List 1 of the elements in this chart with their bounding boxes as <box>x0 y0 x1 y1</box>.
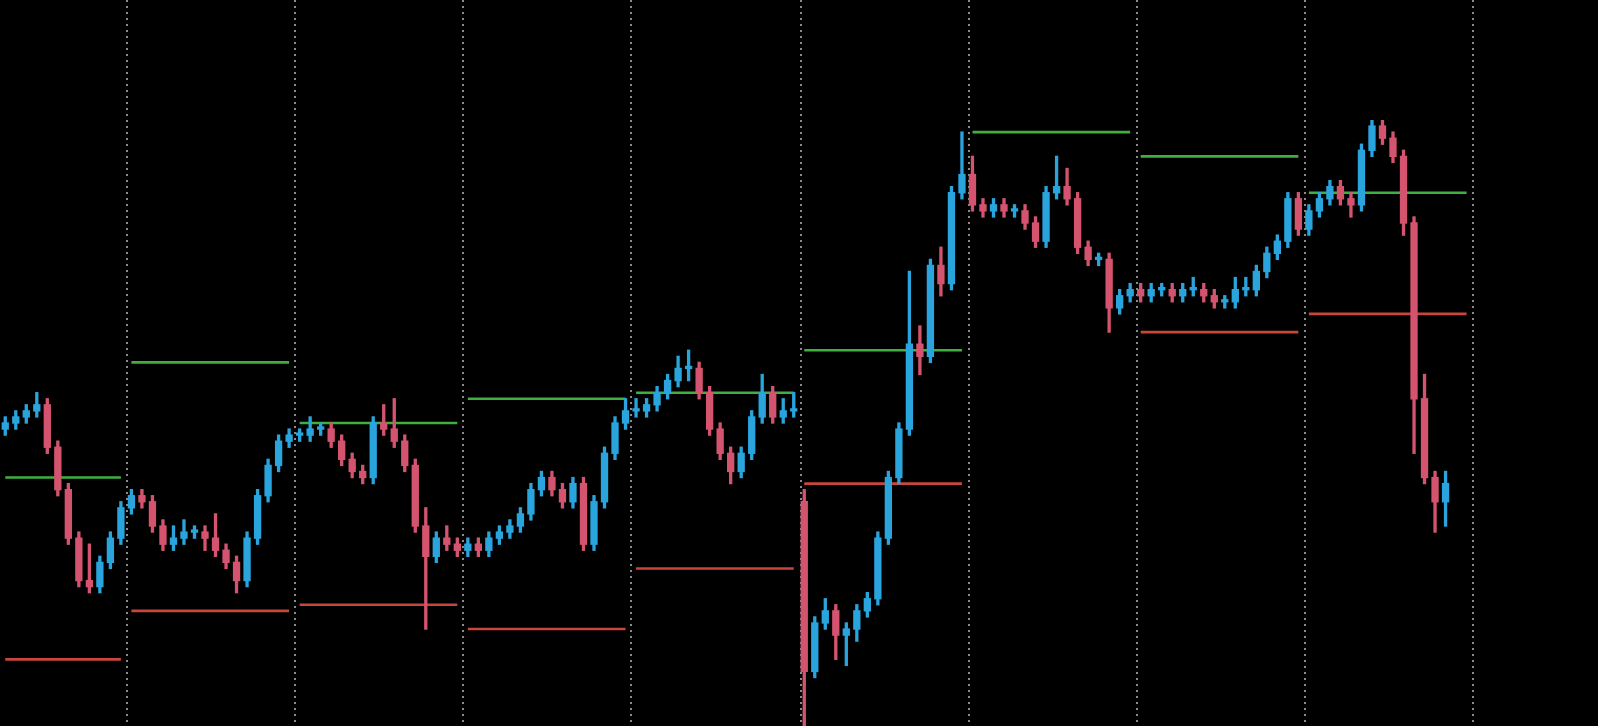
candlestick <box>916 325 924 376</box>
